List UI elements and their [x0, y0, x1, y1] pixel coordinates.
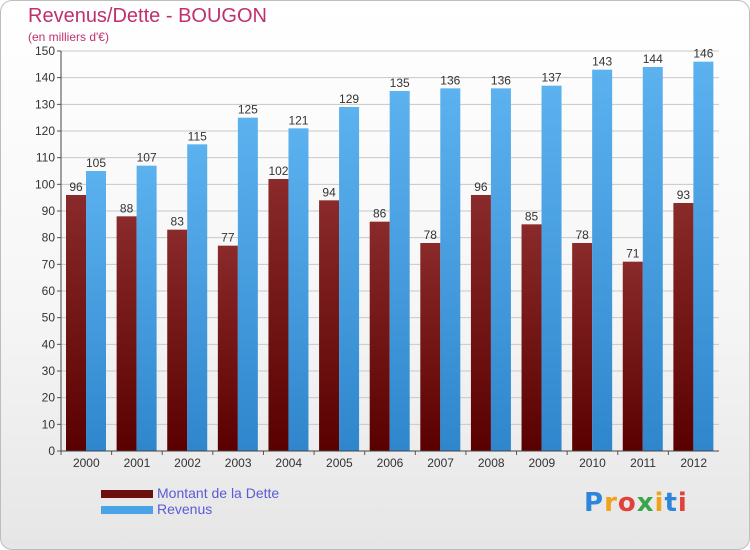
bar-debt	[369, 221, 390, 451]
legend-swatch-revenus	[101, 506, 153, 514]
data-label: 86	[373, 207, 387, 221]
bar-revenus	[693, 61, 714, 452]
logo-letter: i	[677, 488, 688, 518]
data-label: 78	[424, 228, 438, 242]
x-tick-label: 2005	[326, 456, 353, 470]
y-tick-label: 150	[35, 44, 55, 58]
bar-debt	[673, 203, 694, 451]
data-label: 71	[626, 247, 640, 261]
x-tick-label: 2006	[377, 456, 404, 470]
logo-letter: i	[654, 488, 665, 518]
data-label: 136	[440, 73, 460, 87]
logo-letter: x	[636, 488, 655, 518]
bar-debt	[116, 216, 137, 451]
logo-letter: o	[617, 488, 637, 518]
data-label: 146	[693, 47, 713, 61]
bar-revenus	[187, 144, 208, 452]
y-tick-label: 20	[42, 391, 56, 405]
x-tick-label: 2007	[427, 456, 454, 470]
bar-revenus	[389, 91, 410, 451]
y-tick-label: 40	[42, 337, 56, 351]
y-tick-label: 90	[42, 204, 56, 218]
y-tick-label: 100	[35, 177, 55, 191]
bar-revenus	[642, 67, 663, 451]
bar-revenus	[541, 85, 562, 452]
bar-debt	[470, 195, 491, 451]
data-label: 107	[137, 151, 157, 165]
y-tick-label: 50	[42, 311, 56, 325]
y-tick-label: 110	[36, 151, 55, 165]
data-label: 137	[542, 71, 562, 85]
chart-subtitle: (en milliers d'€)	[28, 30, 109, 44]
bar-revenus	[592, 69, 613, 452]
x-tick-label: 2001	[124, 456, 151, 470]
y-tick-label: 60	[42, 284, 56, 298]
x-tick-label: 2009	[528, 456, 555, 470]
x-tick-label: 2000	[73, 456, 100, 470]
data-label: 125	[238, 103, 258, 117]
x-tick-label: 2004	[275, 456, 302, 470]
chart-title: Revenus/Dette - BOUGON	[28, 5, 267, 27]
bar-revenus	[237, 117, 258, 452]
legend-swatch-debt	[101, 490, 153, 498]
x-tick-label: 2010	[579, 456, 606, 470]
data-label: 136	[491, 73, 511, 87]
bar-debt	[622, 261, 643, 451]
logo-letter: t	[664, 488, 678, 518]
logo-letter: r	[604, 488, 618, 518]
logo-letter: P	[584, 488, 605, 518]
data-label: 96	[69, 180, 83, 194]
bar-revenus	[136, 165, 157, 451]
data-label: 88	[120, 201, 134, 215]
y-tick-label: 120	[35, 124, 55, 138]
data-label: 85	[525, 209, 539, 223]
bar-debt	[217, 245, 238, 451]
x-tick-label: 2002	[174, 456, 201, 470]
bar-revenus	[440, 88, 461, 451]
y-tick-label: 80	[42, 231, 56, 245]
y-tick-label: 10	[42, 417, 56, 431]
data-label: 83	[171, 215, 185, 229]
legend-label-debt: Montant de la Dette	[157, 485, 280, 501]
x-tick-label: 2003	[225, 456, 252, 470]
y-tick-label: 140	[35, 71, 55, 85]
x-tick-label: 2008	[478, 456, 505, 470]
data-label: 144	[643, 52, 663, 66]
data-label: 77	[221, 231, 235, 245]
bar-debt	[572, 243, 593, 451]
data-label: 102	[268, 164, 288, 178]
data-label: 135	[390, 76, 410, 90]
data-label: 105	[86, 156, 106, 170]
y-tick-label: 130	[35, 97, 55, 111]
data-label: 93	[677, 188, 691, 202]
bar-debt	[268, 179, 289, 451]
legend-label-revenus: Revenus	[157, 501, 213, 517]
y-tick-label: 30	[42, 364, 56, 378]
bar-debt	[66, 195, 86, 451]
data-label: 94	[322, 185, 336, 199]
y-tick-label: 70	[42, 257, 56, 271]
y-tick-label: 0	[48, 444, 55, 458]
data-label: 121	[288, 113, 308, 127]
x-tick-label: 2012	[680, 456, 707, 470]
data-label: 115	[188, 129, 207, 143]
x-tick-label: 2011	[630, 456, 656, 470]
bar-revenus	[339, 107, 360, 451]
bar-revenus	[490, 88, 511, 451]
bar-debt	[521, 224, 542, 451]
bar-debt	[167, 229, 188, 451]
bar-debt	[420, 243, 441, 451]
data-label: 143	[592, 55, 612, 69]
bar-revenus	[86, 171, 106, 451]
bar-debt	[319, 200, 340, 451]
bar-revenus	[288, 128, 309, 451]
data-label: 78	[575, 228, 589, 242]
data-label: 96	[474, 180, 488, 194]
proxiti-logo: Proxiti	[584, 488, 688, 518]
data-label: 129	[339, 92, 359, 106]
